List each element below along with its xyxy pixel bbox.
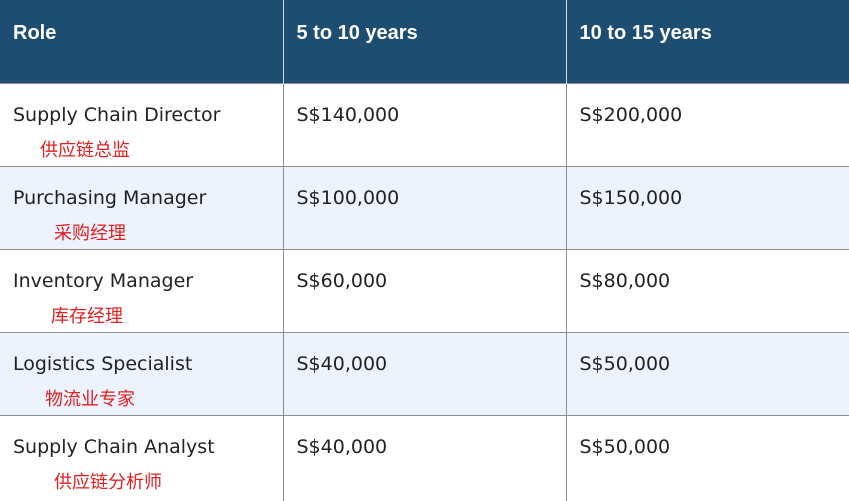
salary-5-to-10-cell: S$100,000 [282, 165, 566, 249]
salary-5-to-10-cell: S$140,000 [282, 82, 566, 166]
column-header-10-to-15-years: 10 to 15 years [565, 0, 849, 83]
salary-5-to-10-value: S$100,000 [296, 186, 400, 209]
salary-5-to-10-cell: S$60,000 [282, 248, 566, 332]
role-name: Logistics Specialist [13, 352, 193, 375]
role-name: Supply Chain Director [13, 103, 221, 126]
role-cell: Supply Chain Analyst 供应链分析师 [0, 414, 283, 501]
salary-5-to-10-cell: S$40,000 [282, 414, 566, 501]
role-cell: Supply Chain Director 供应链总监 [0, 82, 283, 166]
table-row: Inventory Manager 库存经理 S$60,000 S$80,000 [0, 248, 849, 332]
salary-10-to-15-value: S$150,000 [579, 186, 683, 209]
column-header-role: Role [0, 0, 283, 83]
table-row: Supply Chain Analyst 供应链分析师 S$40,000 S$5… [0, 414, 849, 501]
salary-10-to-15-cell: S$50,000 [565, 414, 849, 501]
salary-10-to-15-cell: S$200,000 [565, 82, 849, 166]
salary-5-to-10-value: S$40,000 [296, 352, 388, 375]
salary-10-to-15-cell: S$50,000 [565, 331, 849, 415]
salary-10-to-15-cell: S$80,000 [565, 248, 849, 332]
salary-5-to-10-cell: S$40,000 [282, 331, 566, 415]
salary-10-to-15-cell: S$150,000 [565, 165, 849, 249]
salary-10-to-15-value: S$50,000 [579, 435, 671, 458]
role-translation: 采购经理 [54, 222, 126, 244]
role-cell: Purchasing Manager 采购经理 [0, 165, 283, 249]
role-cell: Logistics Specialist 物流业专家 [0, 331, 283, 415]
salary-5-to-10-value: S$140,000 [296, 103, 400, 126]
table-row: Purchasing Manager 采购经理 S$100,000 S$150,… [0, 165, 849, 249]
salary-10-to-15-value: S$200,000 [579, 103, 683, 126]
column-header-5-to-10-years: 5 to 10 years [282, 0, 566, 83]
role-translation: 库存经理 [51, 305, 123, 327]
table-header-row: Role 5 to 10 years 10 to 15 years [0, 0, 849, 83]
salary-10-to-15-value: S$50,000 [579, 352, 671, 375]
role-translation: 供应链分析师 [54, 471, 162, 493]
salary-10-to-15-value: S$80,000 [579, 269, 671, 292]
salary-5-to-10-value: S$40,000 [296, 435, 388, 458]
role-name: Inventory Manager [13, 269, 194, 292]
role-name: Supply Chain Analyst [13, 435, 215, 458]
table-row: Logistics Specialist 物流业专家 S$40,000 S$50… [0, 331, 849, 415]
table-row: Supply Chain Director 供应链总监 S$140,000 S$… [0, 82, 849, 166]
role-translation: 供应链总监 [40, 139, 130, 161]
salary-5-to-10-value: S$60,000 [296, 269, 388, 292]
role-cell: Inventory Manager 库存经理 [0, 248, 283, 332]
role-translation: 物流业专家 [45, 388, 135, 410]
role-name: Purchasing Manager [13, 186, 207, 209]
